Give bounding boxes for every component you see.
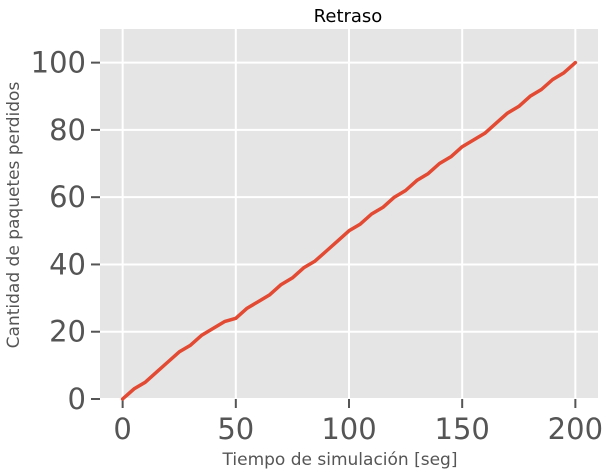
y-tick-label: 20	[49, 315, 86, 349]
series-line	[120, 60, 578, 401]
x-tick-label: 200	[548, 412, 603, 446]
y-tick-label: 80	[49, 113, 86, 147]
y-tick-label: 0	[68, 382, 86, 416]
x-tick-label: 50	[217, 412, 254, 446]
y-tick-label: 100	[31, 46, 86, 80]
y-axis-title: Cantidad de paquetes perdidos	[4, 82, 24, 349]
grid	[100, 29, 598, 400]
x-tick-label: 100	[321, 412, 376, 446]
y-tick-label: 60	[49, 180, 86, 214]
series-group	[120, 60, 578, 401]
x-tick-label: 0	[113, 412, 131, 446]
y-tick-label: 40	[49, 247, 86, 281]
x-axis-title: Tiempo de simulación [seg]	[222, 450, 458, 470]
ticks: 0 50 100 150 200 0 20 40 60 80 100	[31, 46, 603, 446]
chart-title: Retraso	[314, 6, 383, 27]
x-tick-label: 150	[435, 412, 490, 446]
